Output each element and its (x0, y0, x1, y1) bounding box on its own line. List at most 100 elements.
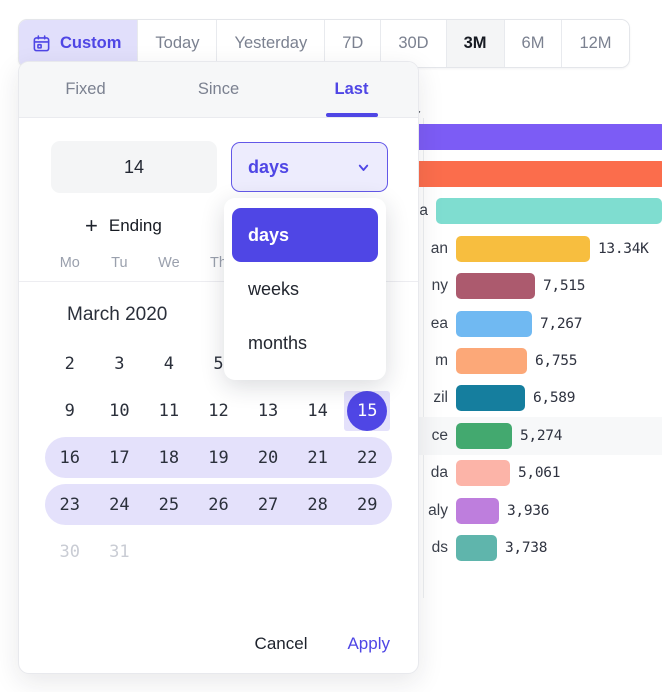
chart-bar (406, 161, 662, 188)
calendar-day[interactable]: 5 (194, 354, 244, 374)
dropdown-option-days[interactable]: days (232, 208, 378, 262)
calendar-day[interactable]: 4 (144, 354, 194, 374)
calendar-day[interactable]: 18 (144, 448, 194, 468)
calendar-day[interactable]: 27 (243, 495, 293, 515)
calendar-day[interactable]: 17 (95, 448, 145, 468)
chart-bar-value: 7,515 (543, 278, 586, 295)
tab-today[interactable]: Today (138, 20, 218, 67)
tab-30d[interactable]: 30D (381, 20, 447, 67)
picker-tab-since[interactable]: Since (197, 80, 240, 98)
chart-bar-value: 6,589 (533, 390, 576, 407)
chart-bar-value: 3,936 (507, 502, 550, 519)
chart-bar-track: 6,589 (456, 380, 662, 417)
calendar-day[interactable]: 20 (243, 448, 293, 468)
chart-bar-row: da 5,061 (398, 455, 662, 492)
calendar-day[interactable]: 28 (293, 495, 343, 515)
dropdown-option-weeks[interactable]: weeks (248, 278, 300, 299)
calendar-day[interactable]: 31 (95, 542, 145, 562)
chart-category-label: ds (431, 538, 448, 556)
chart-bar (406, 123, 662, 150)
calendar-day-number: 25 (158, 494, 180, 515)
calendar-day[interactable]: 2 (45, 354, 95, 374)
calendar-week-row: 9 10 11 12 13 14 15 (45, 387, 392, 434)
tab-3m[interactable]: 3M (446, 20, 505, 67)
tab-6m[interactable]: 6M (504, 20, 563, 67)
calendar-day[interactable]: 19 (194, 448, 244, 468)
chart-category-label: ea (430, 314, 448, 332)
calendar-day-number: 22 (356, 447, 378, 468)
chart-bar-track (406, 118, 662, 155)
chart-bar-track: 3,738 (456, 529, 662, 566)
calendar-day-number: 17 (109, 447, 130, 468)
tab-label: 3M (463, 34, 487, 52)
chart-bar-row: m 6,755 (398, 342, 662, 379)
chart-axis-divider (423, 118, 424, 598)
tab-label: 30D (398, 34, 429, 52)
calendar-grid: 2345678910111213141516171819202122232425… (19, 326, 418, 575)
chart-bar-row: ds 3,738 (398, 529, 662, 566)
chart-category-label: an (430, 239, 448, 257)
tab-12m[interactable]: 12M (562, 20, 629, 67)
calendar-day[interactable]: 10 (95, 401, 145, 421)
calendar-day[interactable]: 9 (45, 401, 95, 421)
chart-bar (456, 235, 590, 262)
picker-tab-last[interactable]: Last (285, 62, 418, 117)
calendar-day[interactable]: 22 (342, 448, 392, 468)
duration-amount-input[interactable] (51, 141, 217, 193)
chart-bar-track: 3,936 (456, 492, 662, 529)
chart-bar (456, 497, 499, 524)
tab-label: 6M (521, 34, 545, 52)
range-highlight-band (45, 484, 392, 525)
calendar-day[interactable]: 3 (95, 354, 145, 374)
calendar-day-number: 2 (64, 353, 75, 374)
calendar-day[interactable]: 15 (342, 390, 392, 431)
calendar-day-number: 4 (163, 353, 175, 374)
tab-7d[interactable]: 7D (325, 20, 382, 67)
country-bar-chart: esedna an 13.34K ny 7,515 ea 7,267 m 6,755 zil 6,5… (398, 118, 662, 598)
weekday-label: We (158, 255, 180, 271)
add-ending-button[interactable]: + Ending (19, 193, 418, 237)
calendar-day[interactable]: 14 (293, 401, 343, 421)
calendar-day[interactable]: 16 (45, 448, 95, 468)
calendar-day[interactable]: 12 (194, 401, 244, 421)
calendar-day-number: 14 (307, 400, 328, 421)
calendar-day[interactable]: 29 (342, 495, 392, 515)
panel-action-buttons: Cancel Apply (249, 633, 396, 655)
dropdown-option-months[interactable]: months (248, 332, 308, 353)
tab-label: Yesterday (234, 34, 308, 52)
tab-yesterday[interactable]: Yesterday (217, 20, 326, 67)
calendar-day[interactable]: 23 (45, 495, 95, 515)
picker-tab-fixed[interactable]: Fixed (65, 80, 106, 98)
chart-bar-track (436, 193, 662, 230)
calendar-day[interactable]: 26 (194, 495, 244, 515)
calendar-day[interactable]: 11 (144, 401, 194, 421)
chart-bar-row: ce 5,274 (398, 417, 662, 455)
chart-bar (456, 310, 532, 337)
chevron-down-icon (358, 164, 369, 171)
calendar-day[interactable]: 21 (293, 448, 343, 468)
chart-category-label: da (430, 464, 448, 482)
cancel-button[interactable]: Cancel (249, 633, 314, 655)
chart-bar-value: 3,738 (505, 539, 548, 556)
chart-category-label: zil (433, 389, 448, 407)
calendar-day-number: 20 (257, 447, 279, 468)
calendar-day[interactable]: 13 (243, 401, 293, 421)
calendar-day-number: 15 (356, 400, 378, 421)
duration-unit-select[interactable]: days (231, 142, 388, 192)
calendar-day[interactable]: 25 (144, 495, 194, 515)
apply-button[interactable]: Apply (341, 633, 396, 655)
calendar-day-number: 21 (307, 447, 328, 468)
tab-custom[interactable]: Custom (19, 20, 139, 67)
calendar-month-title: March 2020 (67, 304, 168, 325)
calendar-day[interactable]: 24 (95, 495, 145, 515)
calendar-day[interactable]: 30 (45, 542, 95, 562)
chart-bar-track: 7,267 (456, 305, 662, 342)
duration-unit-value: days (248, 156, 290, 177)
chart-bar-value: 13.34K (598, 240, 649, 257)
calendar-day-number: 11 (158, 400, 180, 421)
chart-bar-track: 5,274 (456, 417, 662, 454)
tab-label: 12M (579, 34, 612, 52)
chart-bar (456, 534, 497, 561)
calendar-day-number: 5 (213, 353, 224, 374)
chart-bar (456, 273, 535, 300)
